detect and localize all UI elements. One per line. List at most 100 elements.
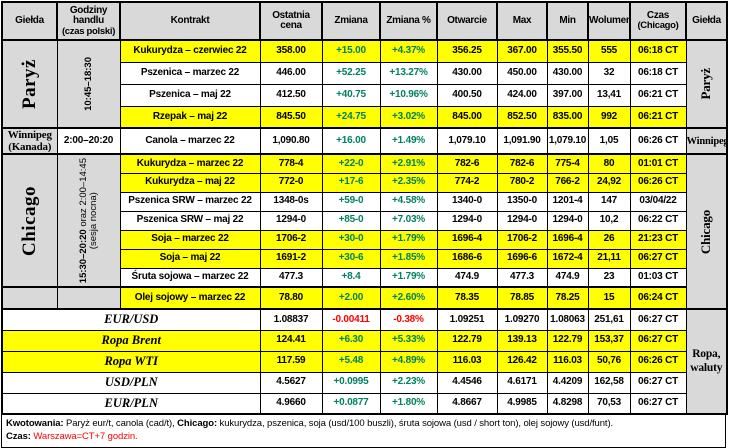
change-cell: +6.30 — [321, 329, 381, 352]
table-row: Pszenica – maj 22 412.50 +40.75 +10.96% … — [2, 83, 727, 107]
contract-cell: Pszenica – maj 22 — [119, 83, 261, 107]
instrument-name-cell: Ropa WTI — [1, 350, 261, 373]
volume-cell: 70,53 — [587, 392, 631, 415]
volume-cell: 13,41 — [587, 83, 631, 107]
max-cell: 780-2 — [496, 172, 548, 193]
time-cell: 06:27 CT — [629, 329, 687, 352]
table-row: USD/PLN 4.5627 +0.0995 +2.23% 4.4546 4.6… — [1, 371, 727, 394]
change-cell: +30-6 — [321, 248, 381, 269]
instrument-name-cell: EUR/PLN — [1, 392, 261, 415]
change-cell: +52.25 — [321, 61, 381, 85]
volume-cell: 1,05 — [587, 126, 631, 155]
min-cell: 1672-4 — [546, 248, 589, 269]
col-header-otwarcie: Otwarcie — [436, 1, 498, 41]
table-row: Chicago 15:30–20:20 oraz 2:00–14:45 (ses… — [1, 153, 728, 310]
max-cell: 4.6171 — [496, 371, 548, 394]
open-cell: 400.50 — [436, 83, 498, 107]
group-label-ropa-waluty: Ropa, waluty — [685, 308, 728, 415]
min-cell: 122.79 — [546, 329, 589, 352]
time-cell: 06:27 CT — [629, 371, 687, 394]
min-cell: 355.50 — [546, 39, 589, 63]
min-cell: 397.00 — [546, 83, 589, 107]
last-price-cell: 117.59 — [259, 350, 323, 373]
max-cell: 1,091.90 — [496, 126, 548, 155]
empty-cell — [56, 286, 121, 310]
max-cell: 424.00 — [496, 83, 548, 107]
open-cell: 1.09251 — [436, 308, 498, 331]
last-price-cell: 477.3 — [259, 267, 323, 288]
last-price-cell: 4.9660 — [259, 392, 323, 415]
col-header-zmiana: Zmiana — [321, 1, 381, 41]
table-row: Winnipeg (Kanada) 2:00–20:20 Canola – mar… — [1, 126, 728, 155]
last-price-cell: 1294-0 — [259, 210, 323, 231]
change-pct-cell: +2.60% — [379, 286, 438, 310]
time-cell: 06:22 CT — [629, 210, 687, 231]
exchange-label-winnipeg-right: Winnipeg — [685, 126, 728, 155]
max-cell: 4.9985 — [496, 392, 548, 415]
contract-cell: Śruta sojowa – marzec 22 — [119, 267, 261, 288]
change-cell: +59-0 — [321, 191, 381, 212]
table-row: Olej sojowy – marzec 22 78.80 +2.00 +2.6… — [1, 286, 727, 310]
open-cell: 1340-0 — [436, 191, 498, 212]
table-row: Soja – maj 22 1691-2 +30-6 +1.85% 1686-6… — [2, 248, 727, 269]
change-cell: +16.00 — [321, 126, 381, 155]
change-cell: +0.0877 — [321, 392, 381, 415]
contract-cell: Rzepak – maj 22 — [119, 105, 261, 129]
min-cell: 1294-0 — [546, 210, 589, 231]
footer-quotations: Kwotowania: Paryż eur/t, canola (cad/t),… — [6, 418, 614, 430]
contract-cell: Pszenica SRW – maj 22 — [119, 210, 261, 231]
min-cell: 835.00 — [546, 105, 589, 129]
col-header-gielda-right: Giełda — [685, 1, 728, 41]
time-cell: 06:27 CT — [629, 392, 687, 415]
col-header-wolumen: Wolumen — [587, 1, 631, 41]
volume-cell: 15 — [587, 286, 631, 310]
time-cell: 06:26 CT — [629, 126, 687, 155]
contract-cell: Kukurydza – maj 22 — [119, 172, 261, 193]
change-pct-cell: +7.03% — [379, 210, 438, 231]
footer-time-note: Czas: Warszawa=CT+7 godzin. — [6, 431, 138, 443]
change-cell: +24.75 — [321, 105, 381, 129]
volume-cell: 26 — [587, 229, 631, 250]
col-header-zmiana-pct: Zmiana % — [379, 1, 438, 41]
open-cell: 122.79 — [436, 329, 498, 352]
market-table: Giełda Godziny handlu (czas polski) Kontr… — [1, 1, 728, 416]
col-header-min: Min — [546, 1, 589, 41]
open-cell: 774-2 — [436, 172, 498, 193]
max-cell: 1.09270 — [496, 308, 548, 331]
max-cell: 139.13 — [496, 329, 548, 352]
exchange-label-chicago: Chicago — [1, 153, 58, 288]
max-cell: 852.50 — [496, 105, 548, 129]
change-cell: +15.00 — [321, 39, 381, 63]
instrument-name-cell: USD/PLN — [1, 371, 261, 394]
instrument-name-cell: EUR/USD — [1, 308, 261, 331]
volume-cell: 162,58 — [587, 371, 631, 394]
exchange-label-chicago-right: Chicago — [685, 153, 728, 310]
max-cell: 126.42 — [496, 350, 548, 373]
max-cell: 1696-6 — [496, 248, 548, 269]
volume-cell: 80 — [587, 153, 631, 174]
table-row: EUR/USD 1.08837 -0.00411 -0.38% 1.09251 … — [1, 308, 728, 415]
col-header-kontrakt: Kontrakt — [119, 1, 261, 41]
volume-cell: 153,37 — [587, 329, 631, 352]
open-cell: 845.00 — [436, 105, 498, 129]
volume-cell: 251,61 — [587, 308, 631, 331]
contract-cell: Kukurydza – marzec 22 — [119, 153, 261, 174]
change-pct-cell: +10.96% — [379, 83, 438, 107]
chicago-hours-note: (sesja nocna) — [87, 192, 99, 250]
volume-cell: 555 — [587, 39, 631, 63]
min-cell: 1.08063 — [546, 308, 589, 331]
min-cell: 775-4 — [546, 153, 589, 174]
empty-cell — [1, 286, 58, 310]
time-cell: 21:23 CT — [629, 229, 687, 250]
min-cell: 1,079.10 — [546, 126, 589, 155]
open-cell: 474.9 — [436, 267, 498, 288]
min-cell: 1201-4 — [546, 191, 589, 212]
trading-hours-chicago: 15:30–20:20 oraz 2:00–14:45 (sesja nocna… — [56, 153, 121, 288]
table-row: Ropa WTI 117.59 +5.48 +4.89% 116.03 126.… — [1, 350, 727, 373]
volume-cell: 32 — [587, 61, 631, 85]
exchange-label-paris: Paryż — [1, 39, 58, 129]
min-cell: 766-2 — [546, 172, 589, 193]
volume-cell: 23 — [587, 267, 631, 288]
min-cell: 78.25 — [546, 286, 589, 310]
open-cell: 78.35 — [436, 286, 498, 310]
